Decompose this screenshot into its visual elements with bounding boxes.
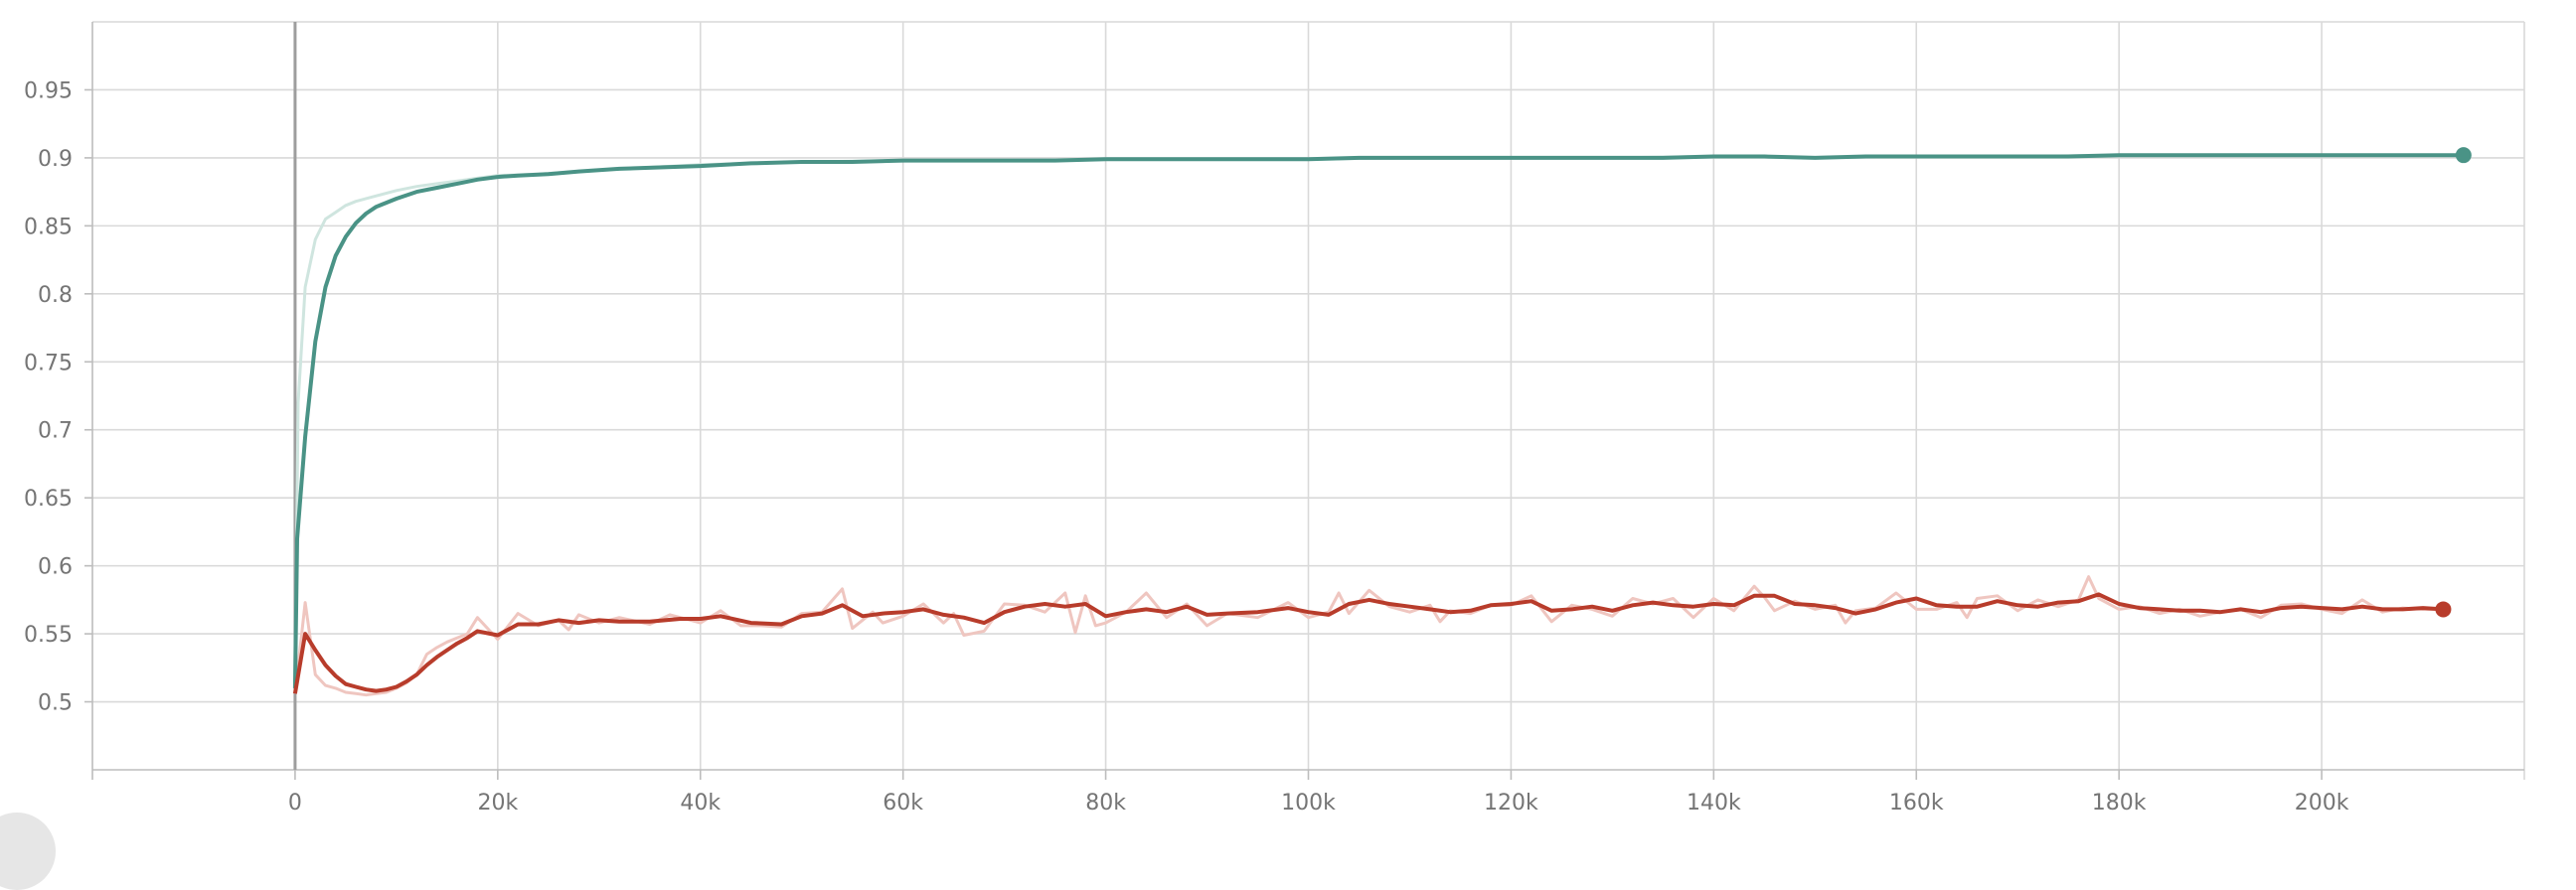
series-2-end-point bbox=[2435, 601, 2452, 618]
y-tick-label: 0.8 bbox=[38, 283, 73, 308]
x-tick-label: 120k bbox=[1484, 791, 1538, 816]
series-layer bbox=[292, 147, 2472, 697]
x-tick-label: 0 bbox=[288, 791, 302, 816]
y-tick-label: 0.6 bbox=[38, 555, 73, 580]
line-chart: 0.5 0.55 0.6 0.65 0.7 0.75 0.8 0.85 0.9 0.95 0 20k… bbox=[24, 21, 2525, 816]
x-tick-label: 80k bbox=[1085, 791, 1126, 816]
x-tick-label: 40k bbox=[680, 791, 721, 816]
x-tick-label: 20k bbox=[477, 791, 518, 816]
y-tick-label: 0.7 bbox=[38, 419, 73, 444]
y-tick-label: 0.85 bbox=[24, 215, 73, 239]
series-2-raw-line bbox=[293, 575, 2444, 697]
series-2-smoothed-line bbox=[292, 592, 2444, 694]
x-tick-label: 180k bbox=[2092, 791, 2147, 816]
x-tick-label: 100k bbox=[1281, 791, 1336, 816]
series-1-smoothed-line bbox=[292, 153, 2464, 688]
x-tick-label: 60k bbox=[883, 791, 923, 816]
y-tick-label: 0.5 bbox=[38, 691, 73, 716]
x-tick-label: 140k bbox=[1687, 791, 1741, 816]
y-tick-label: 0.65 bbox=[24, 487, 73, 512]
y-tick-label: 0.9 bbox=[38, 147, 73, 172]
x-tick-labels: 0 20k 40k 60k 80k 100k 120k 140k 160k 180k 200k bbox=[288, 791, 2349, 816]
grid bbox=[92, 22, 2524, 770]
x-tick-label: 160k bbox=[1889, 791, 1944, 816]
y-tick-labels: 0.5 0.55 0.6 0.65 0.7 0.75 0.8 0.85 0.9 0.95 bbox=[24, 78, 73, 715]
axes bbox=[84, 21, 2525, 780]
x-tick-label: 200k bbox=[2295, 791, 2349, 816]
y-tick-label: 0.95 bbox=[24, 78, 73, 103]
series-1-end-point bbox=[2455, 147, 2472, 164]
y-tick-label: 0.75 bbox=[24, 351, 73, 375]
y-tick-label: 0.55 bbox=[24, 623, 73, 648]
